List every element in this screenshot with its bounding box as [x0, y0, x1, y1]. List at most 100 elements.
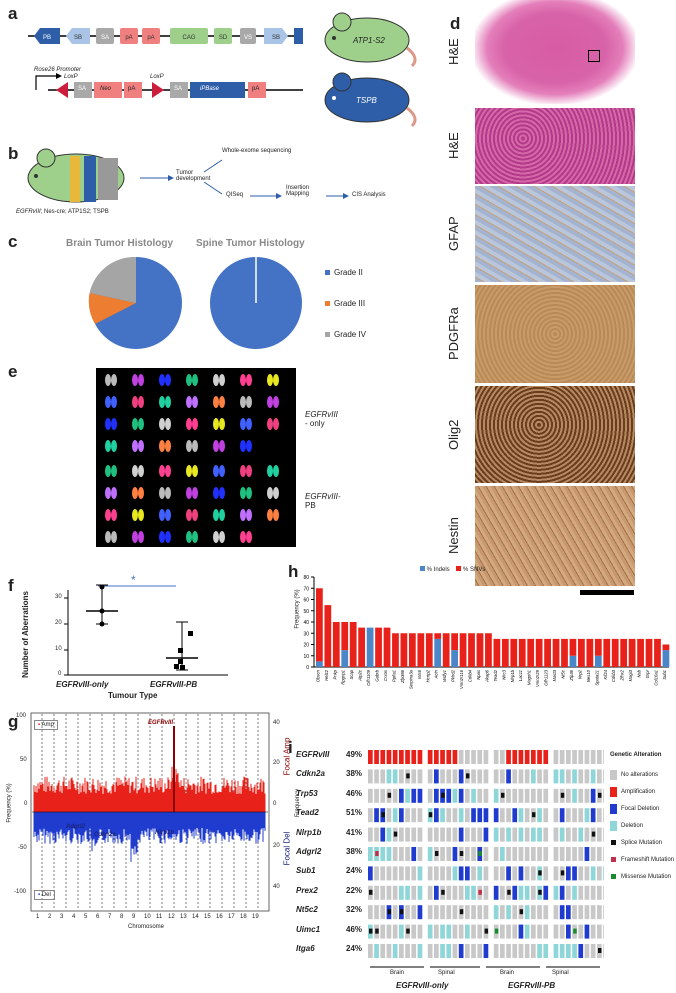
bar-snvs — [485, 633, 492, 667]
chromosome-spot — [192, 487, 198, 499]
oncoprint-cell — [452, 750, 458, 764]
h-category-label: Mast3 — [552, 669, 557, 681]
h-category-label: Actn — [434, 669, 439, 679]
oncoprint-cell — [512, 924, 518, 939]
bar-snvs — [425, 633, 433, 667]
bar-snvs — [586, 638, 594, 667]
bar-snvs — [620, 638, 628, 667]
oncoprint-cell — [566, 905, 571, 920]
oncoprint-cell — [543, 788, 549, 803]
oncoprint-cell — [578, 905, 584, 920]
g-ytick-0: 0 — [24, 801, 28, 807]
panel-label-d: d — [450, 14, 461, 33]
brain-pie-chart — [88, 256, 182, 349]
chromosome-spot — [219, 531, 225, 543]
oncoprint-legend-item: Focal Deletion — [610, 800, 676, 817]
oncoprint-cell — [537, 827, 542, 842]
oncoprint-cell — [572, 827, 577, 842]
oncoprint-cell — [399, 827, 404, 842]
bar-snvs — [476, 633, 484, 667]
oncoprint-cell — [446, 866, 452, 881]
chromosome-tick: 12 — [168, 914, 175, 920]
oncoprint-cell — [405, 750, 410, 764]
gene-percent: 46% — [346, 788, 363, 798]
oncoprint-cell — [465, 750, 470, 764]
brain-he-image — [475, 0, 635, 104]
oncoprint-cell — [590, 750, 596, 764]
oncoprint-grid — [368, 750, 604, 958]
oncoprint-cell — [559, 827, 565, 842]
mutation-marker — [369, 889, 373, 895]
bar-snvs — [349, 622, 357, 667]
chromosome-spot — [192, 418, 198, 430]
chromosome-spot — [192, 374, 198, 386]
pie-legend: Grade II Grade III Grade IV — [325, 268, 366, 339]
g-ylabel-focal-del: Focal Del — [282, 831, 292, 866]
g-xlabel: Chromosome — [128, 924, 165, 930]
oncoprint-cell — [590, 905, 596, 920]
oncoprint-cell — [392, 944, 398, 958]
oncoprint-cell — [440, 827, 445, 842]
oncoprint-cell — [597, 808, 602, 823]
mutation-marker — [441, 792, 445, 798]
chromosome-spot — [165, 418, 171, 430]
mutation-marker — [387, 792, 392, 798]
oncoprint-cell — [553, 866, 559, 881]
oncoprint-cell — [386, 924, 392, 939]
label-olig2: Olig2 — [446, 419, 461, 450]
oncoprint-cell — [578, 769, 584, 784]
gene-name: Tead2 — [296, 808, 319, 818]
oncoprint-cell — [380, 944, 386, 958]
oncoprint-cell — [380, 847, 386, 861]
label-pdgfra: PDGFRa — [446, 307, 461, 361]
bar-snvs — [501, 638, 509, 667]
oncoprint-cell — [597, 847, 602, 861]
chromosome-spot — [213, 396, 219, 408]
chromosome-spot — [192, 509, 198, 521]
oncoprint-cell — [434, 944, 439, 958]
chromosome-spot — [213, 465, 219, 477]
construct-sb-8 — [264, 28, 288, 44]
oncoprint-cell — [537, 769, 542, 784]
mouse-breeding-icon — [27, 148, 125, 203]
oncoprint-cell — [380, 924, 386, 939]
oncoprint-cell — [368, 769, 373, 784]
chromosome-spot — [138, 465, 144, 477]
oncoprint-cell — [483, 808, 489, 823]
oncoprint-cell — [537, 750, 542, 764]
h-category-label: Serpina3a — [408, 669, 413, 689]
oncoprint-cell — [559, 944, 565, 958]
gene-name: Sub1 — [296, 866, 316, 876]
chromosome-spot — [165, 487, 171, 499]
oncoprint-cell — [374, 885, 379, 900]
bar-snvs — [645, 638, 653, 667]
bar-snvs — [561, 638, 568, 667]
oncoprint-cell — [500, 885, 505, 900]
oncoprint-cell — [512, 750, 518, 764]
h-category-label: Olfr1109 — [366, 669, 371, 685]
chromosome-tick: 1 — [36, 914, 40, 920]
mutation-marker — [406, 928, 410, 934]
h-category-label: Kif24 — [603, 669, 608, 679]
oncoprint-cell — [518, 885, 524, 900]
oncoprint-cell — [399, 866, 404, 881]
genotype-label: EGFRvIII; Nes-cre; ATP1S2; TSPB — [16, 209, 109, 215]
mutation-marker — [375, 851, 379, 856]
oncoprint-cell — [452, 788, 458, 803]
oncoprint-cell — [477, 944, 483, 958]
oncoprint-cell — [559, 847, 565, 861]
chromosome-spot — [111, 509, 117, 521]
oncoprint-legend-item: Missense Mutation — [610, 868, 676, 885]
chromosome-spot — [240, 440, 246, 452]
construct-label-2: SA — [101, 35, 109, 41]
oncoprint-cell — [537, 847, 542, 861]
g-ytick-r40b: 40 — [273, 884, 280, 890]
mutation-marker — [435, 851, 439, 856]
chromosome-spot — [111, 440, 117, 452]
h-ytick: 60 — [303, 598, 309, 604]
gene-name: Nt5c2 — [296, 905, 318, 915]
nestin-image — [475, 486, 635, 586]
legend-label: Frameshift Mutation — [621, 856, 675, 863]
g-ytick-r20b: 20 — [273, 843, 280, 849]
h-ytick: 50 — [303, 609, 309, 615]
